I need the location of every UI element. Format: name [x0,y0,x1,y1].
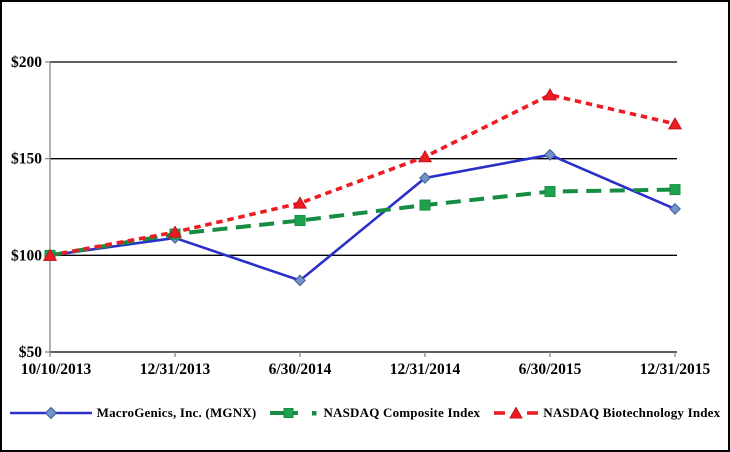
biotech-line-swatch-icon [494,406,539,419]
x-axis-label: 12/31/2013 [140,361,211,378]
data-point-square [544,186,556,198]
y-axis-label: $100 [11,247,42,264]
y-axis-label: $150 [11,151,42,168]
data-point-diamond [544,148,556,161]
composite-line-swatch-icon [270,408,317,418]
legend-item-composite: NASDAQ Composite Index [270,405,480,421]
data-point-square [669,184,681,196]
series-line-square [49,187,676,258]
y-axis-label: $200 [11,54,42,71]
chart-legend: MacroGenics, Inc. (MGNX) NASDAQ Composit… [0,399,730,427]
x-axis-label: 6/30/2014 [269,361,332,378]
x-axis-label: 10/10/2013 [21,361,92,378]
series-line-diamond [49,153,676,282]
data-point-triangle [167,225,183,238]
legend-label-macrogenics: MacroGenics, Inc. (MGNX) [96,405,257,420]
data-point-square [294,215,306,227]
data-point-triangle [667,117,683,130]
x-axis-label: 12/31/2014 [390,361,461,378]
data-point-diamond [419,172,431,184]
legend-label-composite: NASDAQ Composite Index [323,405,481,420]
data-point-triangle [417,149,433,163]
legend-item-biotech: NASDAQ Biotechnology Index [494,405,720,421]
legend-item-macrogenics: MacroGenics, Inc. (MGNX) [9,405,257,421]
data-point-square [419,199,431,211]
mgnx-line-swatch-icon [9,406,92,420]
x-axis-label: 6/30/2015 [519,361,582,378]
data-point-triangle [42,248,58,261]
data-point-diamond [294,274,306,287]
data-point-triangle [292,196,308,209]
series-line-triangle [49,92,676,258]
data-point-triangle [542,88,558,101]
x-axis-label: 12/31/2015 [640,361,711,378]
legend-label-biotech: NASDAQ Biotechnology Index [543,405,721,420]
y-axis-label: $50 [19,344,43,361]
data-point-diamond [669,203,681,215]
